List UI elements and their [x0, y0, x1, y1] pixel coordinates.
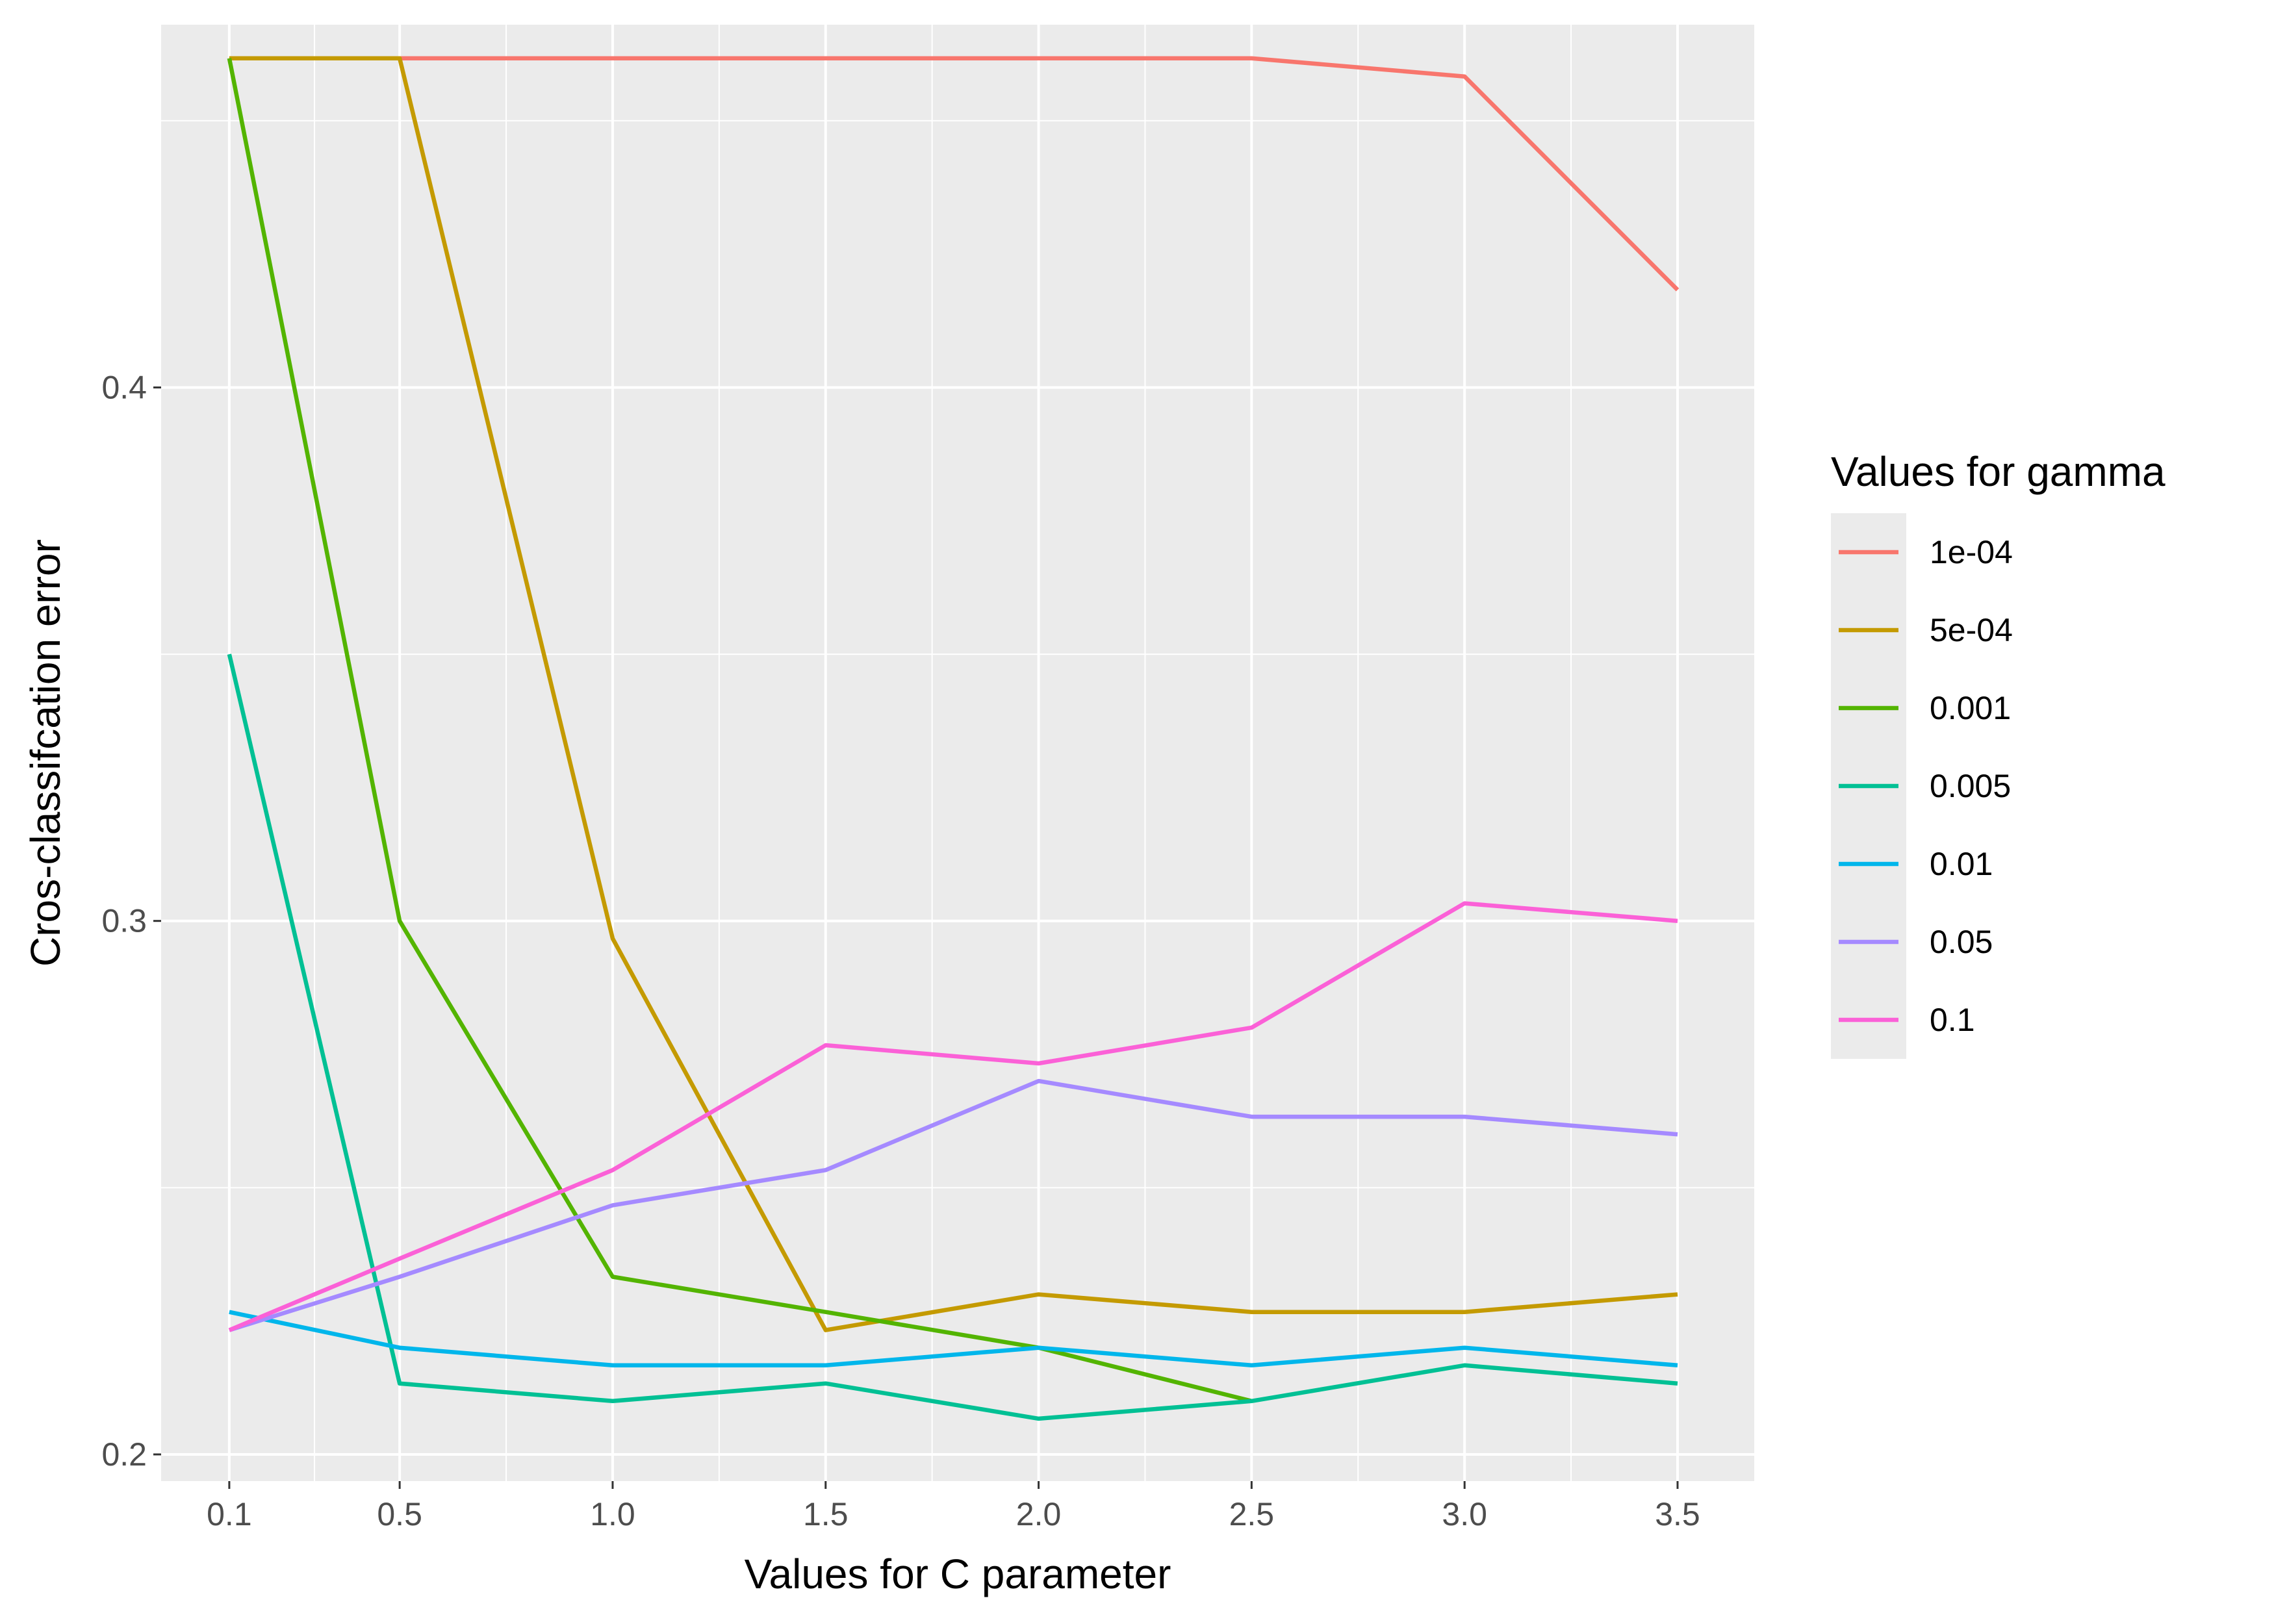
legend-label-0.005: 0.005	[1930, 768, 2011, 804]
legend-title: Values for gamma	[1831, 448, 2165, 495]
x-tick-label: 0.1	[207, 1496, 252, 1532]
plot-panel	[161, 25, 1754, 1481]
x-tick-label: 2.0	[1016, 1496, 1062, 1532]
x-tick-label: 1.5	[803, 1496, 849, 1532]
minor-gridlines	[161, 25, 1754, 1481]
x-axis-ticks: 0.1 0.5 1.0 1.5 2.0 2.5 3.0 3.5	[207, 1481, 1700, 1532]
y-axis-title: Cros-classifcation error	[22, 539, 69, 967]
legend-label-0.1: 0.1	[1930, 1002, 1975, 1038]
legend-label-0.01: 0.01	[1930, 846, 1993, 882]
legend-label-0.001: 0.001	[1930, 690, 2011, 726]
series-line-0.1	[228, 901, 1678, 1332]
y-tick-label: 0.4	[101, 369, 147, 405]
y-axis-ticks: 0.2 0.3 0.4	[101, 369, 161, 1473]
legend-label-5e-04: 5e-04	[1930, 612, 2013, 648]
legend-label-0.05: 0.05	[1930, 924, 1993, 960]
series-line-0.005	[227, 653, 1678, 1421]
series-line-1e-04	[229, 56, 1680, 292]
series-lines	[227, 56, 1680, 1421]
legend-items: 1e-04 5e-04 0.001 0.005 0.01 0.05 0.1	[1839, 534, 2013, 1038]
x-tick-label: 3.0	[1442, 1496, 1487, 1532]
x-axis-title: Values for C parameter	[745, 1551, 1171, 1597]
series-line-0.05	[228, 1078, 1678, 1332]
series-line-5e-04	[229, 56, 1678, 1332]
x-tick-label: 1.0	[590, 1496, 635, 1532]
x-tick-label: 2.5	[1229, 1496, 1275, 1532]
series-line-0.001	[227, 58, 1253, 1403]
legend-label-1e-04: 1e-04	[1930, 534, 2013, 570]
series-line-0.01	[229, 1310, 1678, 1368]
x-tick-label: 0.5	[377, 1496, 422, 1532]
major-gridlines	[161, 25, 1754, 1481]
legend: Values for gamma 1e-04 5e-04 0.001 0.005 0.0…	[1831, 448, 2165, 1059]
y-tick-label: 0.3	[101, 903, 147, 939]
x-tick-label: 3.5	[1655, 1496, 1700, 1532]
y-tick-label: 0.2	[101, 1436, 147, 1473]
